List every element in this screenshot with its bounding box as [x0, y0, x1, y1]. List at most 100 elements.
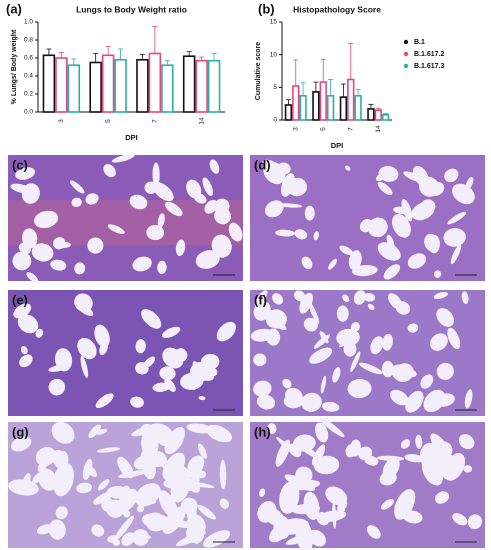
tissue-hole [183, 480, 215, 488]
tissue-hole [277, 162, 291, 175]
tissue-hole [458, 434, 475, 450]
panel-label: (a) [6, 1, 22, 16]
bar [161, 64, 174, 113]
bar [312, 91, 320, 121]
tissue-hole [74, 262, 86, 275]
tissue-hole [204, 199, 218, 214]
tissue-hole [157, 260, 167, 275]
tissue-hole [10, 183, 32, 194]
tissue-hole [275, 439, 291, 467]
tissue-hole [345, 165, 351, 171]
tissue-hole [103, 164, 116, 178]
tissue-hole [363, 293, 376, 302]
bar [136, 58, 149, 113]
tissue-hole [382, 333, 393, 351]
tissue-hole [419, 442, 437, 467]
tissue-hole [375, 172, 387, 182]
tissue-hole [461, 291, 469, 305]
y-tick-label: 0 [273, 117, 277, 124]
tissue-hole [172, 460, 200, 482]
x-tick-label: 5 [320, 127, 327, 131]
chart-title: Lungs to Body Weight ratio [76, 4, 187, 14]
bar [89, 61, 102, 113]
tissue-hole [420, 374, 434, 389]
tissue-hole [296, 441, 318, 458]
tissue-hole [152, 162, 160, 187]
bar [55, 57, 68, 113]
tissue-hole [186, 423, 213, 434]
tissue-hole [50, 259, 67, 271]
tissue-hole [135, 497, 157, 505]
tissue-hole [262, 506, 285, 527]
tissue-hole [135, 339, 146, 354]
tissue-hole [353, 290, 366, 305]
tissue-hole [22, 473, 31, 488]
tissue-hole [26, 272, 39, 283]
tissue-hole [348, 250, 362, 271]
bar [292, 85, 300, 121]
tissue-hole [132, 256, 152, 272]
x-tick-label: 3 [58, 119, 65, 123]
tissue-hole [332, 367, 341, 383]
tissue-hole [51, 421, 75, 444]
tissue-hole [293, 434, 316, 452]
tissue-hole [228, 222, 243, 242]
tissue-hole [197, 504, 216, 520]
tissue-hole [175, 531, 207, 547]
tissue-hole [55, 348, 73, 372]
tissue-hole [32, 471, 46, 484]
bar [67, 64, 81, 113]
tissue-hole [336, 305, 349, 322]
tissue-hole [262, 159, 278, 169]
tissue-hole [111, 154, 135, 163]
histology-image: (d) [250, 155, 485, 281]
tissue-hole [433, 291, 448, 300]
tissue-hole [187, 455, 205, 475]
tissue-hole [206, 424, 233, 443]
tissue-hole [407, 323, 419, 333]
tissue-hole [377, 181, 393, 196]
tissue-hole [464, 389, 473, 409]
tissue-hole [136, 505, 145, 513]
histology-image: (c) [8, 154, 243, 283]
tissue-hole [159, 366, 176, 381]
bar [381, 113, 390, 121]
tissue-hole [145, 512, 166, 532]
tissue-hole [198, 396, 206, 401]
tissue-hole [52, 462, 74, 497]
legend-label: B.1.617.3 [414, 63, 444, 70]
tissue-hole [315, 422, 329, 443]
x-tick-label: 14 [198, 117, 205, 125]
x-tick-label: 5 [105, 119, 112, 123]
bar [42, 54, 56, 113]
tissue-hole [259, 305, 268, 319]
bar [326, 95, 335, 121]
tissue-hole [303, 317, 318, 332]
tissue-hole [175, 239, 186, 257]
y-tick-label: 15 [270, 19, 278, 26]
tissue-hole [209, 159, 220, 174]
tissue-hole [367, 303, 375, 311]
tissue-hole [17, 314, 39, 334]
tissue-hole [436, 308, 454, 327]
tissue-hole [87, 237, 104, 254]
x-axis-label: DPI [125, 133, 138, 142]
bar [374, 109, 382, 121]
bar [284, 104, 293, 121]
tissue-hole [8, 479, 39, 496]
x-tick-label: 14 [375, 125, 382, 133]
tissue-hole [197, 443, 207, 459]
tissue-hole [285, 387, 303, 405]
tissue-hole [339, 245, 354, 256]
bar [101, 54, 115, 113]
tissue-hole [95, 428, 108, 435]
tissue-hole [189, 497, 197, 517]
tissue-hole [266, 328, 281, 346]
y-tick-label: 1.0 [24, 19, 33, 26]
tissue-hole [313, 455, 340, 475]
tissue-hole [31, 243, 54, 262]
tissue-hole [299, 292, 313, 314]
tissue-hole [391, 214, 411, 238]
tissue-hole [345, 443, 357, 458]
tissue-hole [287, 177, 308, 197]
